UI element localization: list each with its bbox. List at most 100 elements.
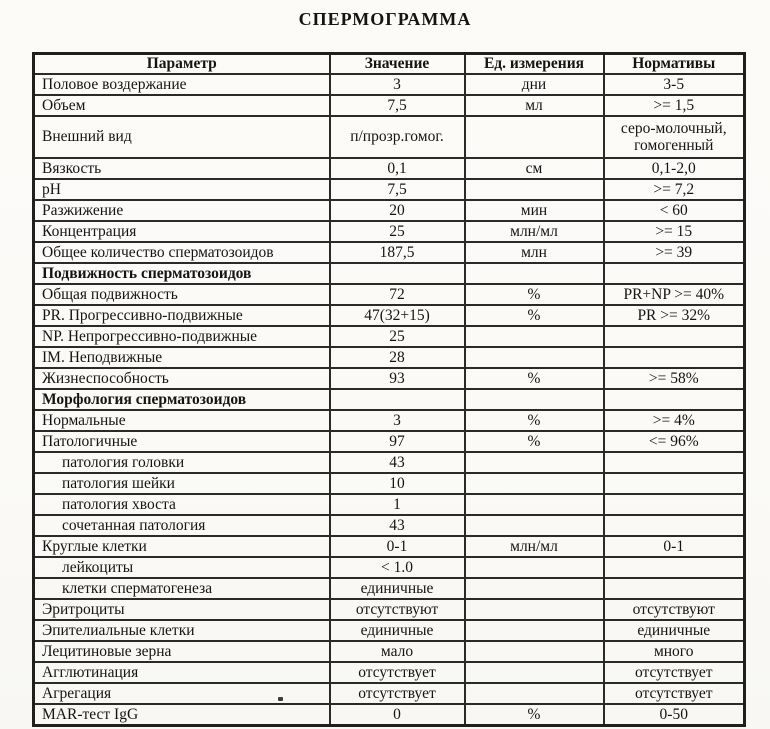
- table-row: pH 7,5 >= 7,2: [32, 178, 746, 201]
- table-header: Параметр Значение Ед. измерения Норматив…: [32, 52, 746, 75]
- section-row: Морфология сперматозоидов: [32, 388, 746, 411]
- param-cell: Общая подвижность: [32, 283, 331, 306]
- table-row: Общее количество сперматозоидов 187,5 млн >…: [32, 241, 746, 264]
- page-title: СПЕРМОГРАММА: [298, 9, 472, 29]
- table-row: Объем 7,5 мл >= 1,5: [32, 94, 746, 117]
- param-cell: Эпителиальные клетки: [32, 619, 331, 642]
- param-cell: Концентрация: [32, 220, 331, 243]
- norm-cell: отсутствуют: [602, 598, 746, 621]
- value-cell: 1: [328, 493, 466, 516]
- unit-cell: %: [463, 304, 605, 327]
- table-row: Вязкость 0,1 см 0,1-2,0: [32, 157, 746, 180]
- param-cell: Половое воздержание: [32, 73, 331, 96]
- table-row: MAR-тест IgG 0% 0-50: [32, 703, 746, 727]
- column-header-norms: Нормативы: [602, 52, 746, 75]
- param-cell: Агрегация: [32, 682, 331, 705]
- column-header-parameter: Параметр: [32, 52, 331, 75]
- unit-cell: [463, 262, 605, 285]
- param-cell: Морфология сперматозоидов: [32, 388, 331, 411]
- unit-cell: [463, 388, 605, 411]
- unit-cell: [463, 451, 605, 474]
- param-cell: NP. Непрогрессивно-подвижные: [32, 325, 331, 348]
- param-cell: лейкоциты: [32, 556, 331, 579]
- value-cell: 10: [328, 472, 466, 495]
- param-cell: Патологичные: [32, 430, 331, 453]
- table-row: Концентрация 25 млн/мл >= 15: [32, 220, 746, 243]
- table-row: Эпителиальные клетки единичные единичные: [32, 619, 746, 642]
- norm-cell: <= 96%: [602, 430, 746, 453]
- unit-cell: [463, 598, 605, 621]
- value-cell: 43: [328, 451, 466, 474]
- norm-cell: единичные: [602, 619, 746, 642]
- table-row: Внешний вид п/прозр.гомог. серо-молочный, …: [32, 115, 746, 159]
- norm-cell: [602, 556, 746, 579]
- table-row: IM. Неподвижные 28: [32, 346, 746, 369]
- param-cell: Эритроциты: [32, 598, 331, 621]
- table-row: клетки сперматогенеза единичные: [32, 577, 746, 600]
- norm-cell: [602, 577, 746, 600]
- table-row: Эритроциты отсутствуют отсутствуют: [32, 598, 746, 621]
- param-cell: Нормальные: [32, 409, 331, 432]
- param-cell: Вязкость: [32, 157, 331, 180]
- value-cell: единичные: [328, 577, 466, 600]
- value-cell: 187,5: [328, 241, 466, 264]
- table-row: Разжижение 20 мин < 60: [32, 199, 746, 222]
- norm-cell: [602, 325, 746, 348]
- norm-cell: >= 15: [602, 220, 746, 243]
- value-cell: 47(32+15): [328, 304, 466, 327]
- unit-cell: мл: [463, 94, 605, 117]
- value-cell: 7,5: [328, 178, 466, 201]
- header-row: Параметр Значение Ед. измерения Норматив…: [32, 52, 746, 75]
- norm-cell: [602, 451, 746, 474]
- value-cell: отсутствует: [328, 661, 466, 684]
- table-row: PR. Прогрессивно-подвижные 47(32+15)% PR >…: [32, 304, 746, 327]
- value-cell: 0: [328, 703, 466, 727]
- unit-cell: [463, 514, 605, 537]
- param-cell: Лецитиновые зерна: [32, 640, 331, 663]
- table-row: Общая подвижность 72% PR+NP >= 40%: [32, 283, 746, 306]
- section-row: Подвижность сперматозоидов: [32, 262, 746, 285]
- unit-cell: млн: [463, 241, 605, 264]
- norm-cell: много: [602, 640, 746, 663]
- param-cell: Агглютинация: [32, 661, 331, 684]
- norm-cell: < 60: [602, 199, 746, 222]
- param-cell: патология головки: [32, 451, 331, 474]
- unit-cell: мин: [463, 199, 605, 222]
- norm-cell: PR >= 32%: [602, 304, 746, 327]
- norm-cell: отсутствует: [602, 682, 746, 705]
- param-cell: клетки сперматогенеза: [32, 577, 331, 600]
- norm-cell: >= 7,2: [602, 178, 746, 201]
- table-row: лейкоциты < 1.0: [32, 556, 746, 579]
- spermogram-table: Параметр Значение Ед. измерения Норматив…: [32, 52, 746, 727]
- value-cell: 3: [328, 409, 466, 432]
- table-row: Жизнеспособность 93% >= 58%: [32, 367, 746, 390]
- param-cell: PR. Прогрессивно-подвижные: [32, 304, 331, 327]
- column-header-units: Ед. измерения: [463, 52, 605, 75]
- unit-cell: [463, 346, 605, 369]
- value-cell: 3: [328, 73, 466, 96]
- norm-cell: >= 1,5: [602, 94, 746, 117]
- unit-cell: [463, 640, 605, 663]
- param-cell: Круглые клетки: [32, 535, 331, 558]
- value-cell: [328, 388, 466, 411]
- param-cell: MAR-тест IgG: [32, 703, 331, 727]
- value-cell: 25: [328, 220, 466, 243]
- norm-cell: >= 58%: [602, 367, 746, 390]
- unit-cell: [463, 472, 605, 495]
- table-row: Лецитиновые зерна мало много: [32, 640, 746, 663]
- param-cell: IM. Неподвижные: [32, 346, 331, 369]
- unit-cell: [463, 661, 605, 684]
- value-cell: 20: [328, 199, 466, 222]
- param-cell: патология хвоста: [32, 493, 331, 516]
- table-row: Агглютинация отсутствует отсутствует: [32, 661, 746, 684]
- value-cell: единичные: [328, 619, 466, 642]
- unit-cell: млн/мл: [463, 220, 605, 243]
- unit-cell: [463, 577, 605, 600]
- value-cell: мало: [328, 640, 466, 663]
- norm-cell: [602, 514, 746, 537]
- value-cell: 72: [328, 283, 466, 306]
- value-cell: 25: [328, 325, 466, 348]
- table-body: Половое воздержание 3 дни 3-5 Объем 7,5 мл >= 1…: [32, 73, 746, 727]
- norm-cell: [602, 262, 746, 285]
- param-cell: патология шейки: [32, 472, 331, 495]
